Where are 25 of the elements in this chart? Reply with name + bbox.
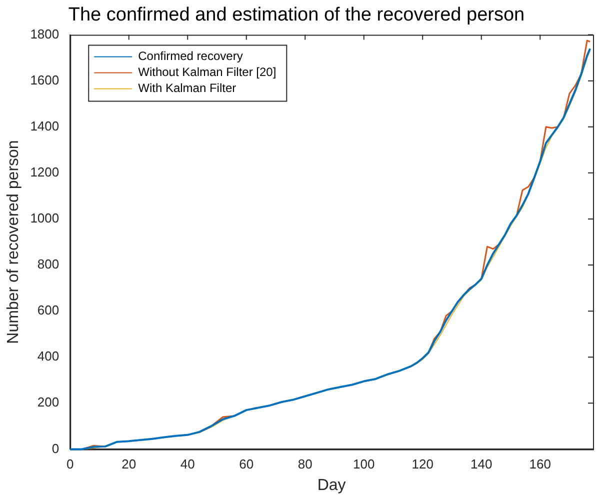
x-tick-label: 140 (470, 456, 492, 472)
y-tick-label: 1200 (30, 164, 60, 180)
chart-title: The confirmed and estimation of the recovered person (68, 4, 525, 26)
legend-label: Confirmed recovery (138, 49, 243, 64)
x-tick-label: 160 (529, 456, 551, 472)
x-tick-label: 100 (353, 456, 375, 472)
y-tick-label: 400 (37, 348, 60, 364)
y-axis-title: Number of recovered person (5, 140, 22, 344)
y-tick-label: 1400 (30, 118, 60, 134)
y-tick-label: 800 (37, 256, 60, 272)
y-tick-label: 1800 (30, 26, 60, 42)
x-tick-label: 40 (180, 456, 195, 472)
x-tick-label: 20 (122, 456, 136, 472)
legend-label: With Kalman Filter (138, 81, 236, 96)
legend-label: Without Kalman Filter [20] (138, 65, 276, 80)
x-tick-label: 120 (412, 456, 434, 472)
y-tick-label: 0 (52, 440, 60, 456)
y-tick-label: 1600 (30, 72, 60, 88)
y-tick-label: 600 (37, 302, 60, 318)
y-tick-label: 1000 (30, 210, 60, 226)
x-tick-label: 0 (66, 456, 74, 472)
x-tick-label: 80 (298, 456, 312, 472)
y-tick-label: 200 (37, 394, 60, 410)
x-axis-title: Day (317, 476, 346, 494)
x-tick-label: 60 (239, 456, 254, 472)
